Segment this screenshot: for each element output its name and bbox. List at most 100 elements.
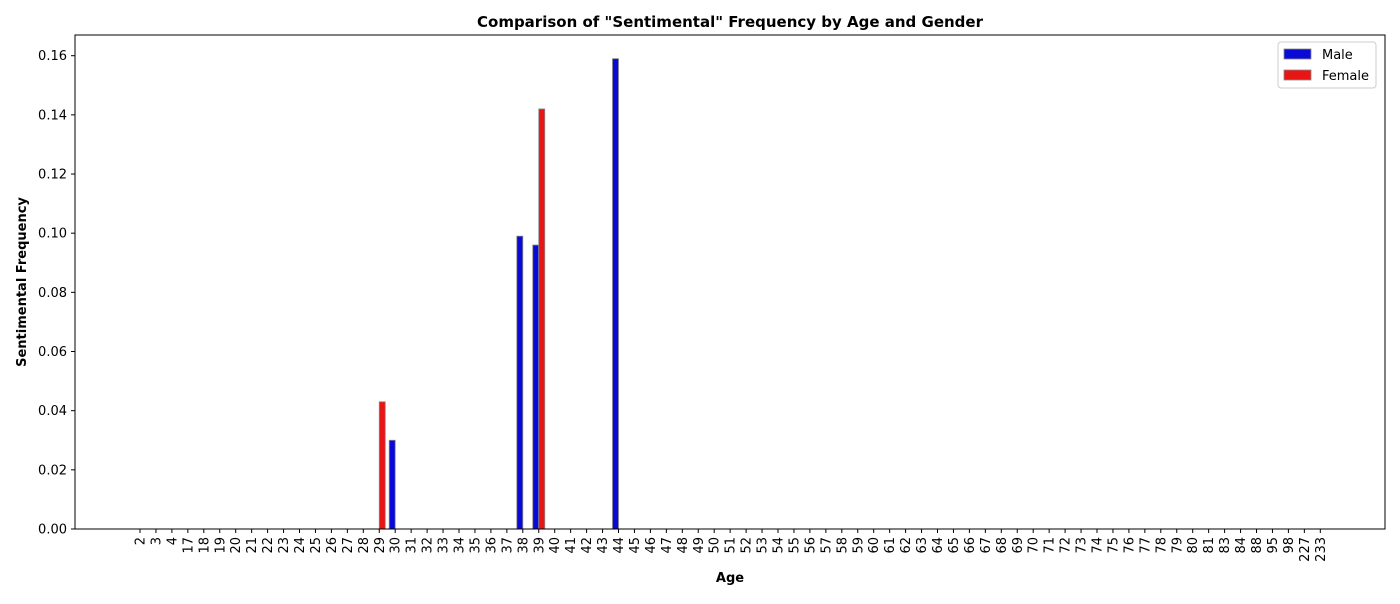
x-tick-label: 84 — [1234, 537, 1249, 554]
x-tick-label: 81 — [1202, 537, 1217, 554]
y-tick-label: 0.12 — [38, 168, 67, 183]
x-tick-label: 29 — [373, 537, 388, 554]
legend-swatch-male — [1283, 48, 1312, 60]
x-tick-label: 28 — [357, 537, 372, 554]
x-tick-label: 54 — [772, 537, 787, 554]
legend-label-male: Male — [1322, 48, 1353, 63]
x-tick-label: 38 — [516, 537, 531, 554]
x-tick-label: 95 — [1266, 537, 1281, 554]
bar-male-age-30 — [388, 439, 396, 530]
x-tick-label: 69 — [1011, 537, 1026, 554]
x-tick-label: 66 — [963, 537, 978, 554]
x-tick-label: 56 — [803, 537, 818, 554]
x-tick-label: 72 — [1059, 537, 1074, 554]
x-tick-label: 77 — [1138, 537, 1153, 554]
x-tick-label: 41 — [564, 537, 579, 554]
x-tick-label: 25 — [309, 537, 324, 554]
bar-male-age-39 — [532, 244, 540, 530]
x-tick-label: 63 — [915, 537, 930, 554]
chart-legend: Male Female — [1277, 41, 1377, 89]
x-tick-label: 18 — [197, 537, 212, 554]
x-tick-label: 34 — [453, 537, 468, 554]
y-tick-label: 0.04 — [38, 404, 67, 419]
x-tick-label: 53 — [756, 537, 771, 554]
bar-male-age-38 — [516, 235, 524, 530]
x-tick-label: 26 — [325, 537, 340, 554]
x-tick-label: 17 — [181, 537, 196, 554]
x-tick-label: 42 — [580, 537, 595, 554]
x-tick-label: 51 — [724, 537, 739, 554]
x-tick-label: 45 — [628, 537, 643, 554]
x-tick-label: 68 — [995, 537, 1010, 554]
x-tick-label: 22 — [261, 537, 276, 554]
x-tick-label: 61 — [883, 537, 898, 554]
x-tick-label: 71 — [1043, 537, 1058, 554]
axes-layer: 0.000.020.040.060.080.100.120.140.162 3 4 1… — [38, 34, 1386, 562]
x-tick-label: 58 — [835, 537, 850, 554]
x-tick-label: 60 — [867, 537, 882, 554]
x-tick-label: 44 — [612, 537, 627, 554]
y-tick-label: 0.16 — [38, 49, 67, 64]
bars-layer — [378, 58, 619, 530]
bar-male-age-44 — [612, 58, 619, 530]
x-tick-label: 233 — [1314, 537, 1329, 562]
x-tick-label: 48 — [676, 537, 691, 554]
x-tick-label: 43 — [596, 537, 611, 554]
x-tick-label: 27 — [341, 537, 356, 554]
x-tick-label: 76 — [1122, 537, 1137, 554]
x-tick-label: 36 — [484, 537, 499, 554]
x-tick-label: 24 — [293, 537, 308, 554]
x-tick-label: 20 — [229, 537, 244, 554]
x-tick-label: 57 — [819, 537, 834, 554]
x-axis-label: Age — [716, 571, 744, 586]
x-tick-label: 55 — [787, 537, 802, 554]
x-tick-label: 59 — [851, 537, 866, 554]
x-tick-label: 39 — [532, 537, 547, 554]
bar-female-age-39 — [538, 108, 546, 530]
x-tick-label: 64 — [931, 537, 946, 554]
x-tick-label: 21 — [245, 537, 260, 554]
x-tick-label: 88 — [1250, 537, 1265, 554]
x-tick-label: 33 — [437, 537, 452, 554]
x-tick-label: 50 — [708, 537, 723, 554]
x-tick-label: 30 — [389, 537, 404, 554]
x-tick-label: 3 — [149, 537, 164, 545]
x-tick-label: 65 — [947, 537, 962, 554]
x-tick-label: 2 — [134, 537, 149, 545]
x-tick-label: 79 — [1170, 537, 1185, 554]
y-tick-label: 0.02 — [38, 463, 67, 478]
x-tick-label: 227 — [1298, 537, 1313, 562]
x-tick-label: 83 — [1218, 537, 1233, 554]
x-tick-label: 75 — [1106, 537, 1121, 554]
x-tick-label: 80 — [1186, 537, 1201, 554]
x-tick-label: 37 — [500, 537, 515, 554]
legend-swatch-female — [1283, 69, 1312, 81]
x-tick-label: 46 — [644, 537, 659, 554]
x-tick-label: 49 — [692, 537, 707, 554]
x-tick-label: 73 — [1075, 537, 1090, 554]
y-tick-label: 0.08 — [38, 286, 67, 301]
y-tick-label: 0.06 — [38, 345, 67, 360]
chart-title: Comparison of "Sentimental" Frequency by… — [477, 13, 984, 31]
x-tick-label: 4 — [165, 537, 180, 545]
y-tick-label: 0.10 — [38, 227, 67, 242]
x-tick-label: 78 — [1154, 537, 1169, 554]
x-tick-label: 19 — [213, 537, 228, 554]
x-tick-label: 70 — [1027, 537, 1042, 554]
y-tick-label: 0.14 — [38, 108, 67, 123]
plot-frame — [74, 34, 1386, 530]
bar-female-age-29 — [378, 401, 386, 530]
x-tick-label: 32 — [421, 537, 436, 554]
x-tick-label: 62 — [899, 537, 914, 554]
x-tick-label: 23 — [277, 537, 292, 554]
y-axis-label: Sentimental Frequency — [15, 197, 30, 367]
x-tick-label: 67 — [979, 537, 994, 554]
x-tick-label: 47 — [660, 537, 675, 554]
x-tick-label: 74 — [1091, 537, 1106, 554]
legend-label-female: Female — [1322, 69, 1369, 84]
y-tick-label: 0.00 — [38, 523, 67, 538]
x-tick-label: 40 — [548, 537, 563, 554]
x-tick-label: 98 — [1282, 537, 1297, 554]
